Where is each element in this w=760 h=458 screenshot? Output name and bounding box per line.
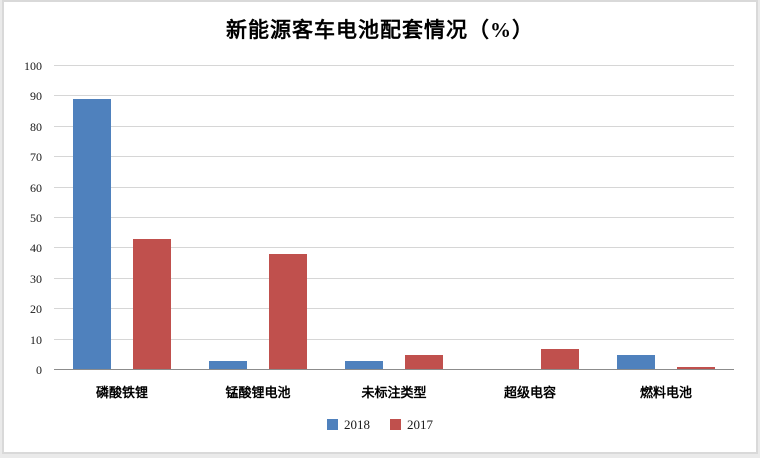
bar-group xyxy=(54,66,190,370)
x-tick-label: 燃料电池 xyxy=(639,385,692,400)
gridline xyxy=(54,186,734,188)
gridline xyxy=(54,95,734,97)
legend-swatch xyxy=(327,419,338,430)
y-tick-label: 50 xyxy=(30,211,42,225)
gridline xyxy=(54,277,734,279)
bar-2017 xyxy=(269,254,307,370)
bar-2017 xyxy=(133,239,171,370)
legend-item: 2018 xyxy=(327,418,370,431)
y-tick-label: 0 xyxy=(36,363,42,377)
y-tick-label: 10 xyxy=(30,332,42,347)
bar-2018 xyxy=(617,354,655,370)
x-axis-line xyxy=(54,369,734,370)
bar-2017 xyxy=(541,348,579,370)
plot-area xyxy=(54,65,734,370)
bars-layer xyxy=(54,66,734,370)
gridline xyxy=(54,156,734,158)
gridline xyxy=(54,247,734,249)
legend-label: 2018 xyxy=(344,417,370,432)
y-tick-label: 40 xyxy=(30,241,42,256)
bar-group xyxy=(326,66,462,370)
legend-item: 2017 xyxy=(390,418,433,431)
y-tick-label: 30 xyxy=(30,271,42,286)
gridline xyxy=(54,338,734,340)
y-axis: 0 10 20 30 40 50 60 70 80 90 100 xyxy=(4,60,46,376)
x-axis: 磷酸铁锂 锰酸锂电池 未标注类型 超级电容 燃料电池 xyxy=(54,382,734,401)
bar-group xyxy=(598,66,734,370)
y-tick-label: 80 xyxy=(30,119,42,134)
x-tick-label: 超级电容 xyxy=(503,385,556,400)
gridline xyxy=(54,308,734,310)
bar-2018 xyxy=(209,360,247,370)
y-tick-label: 60 xyxy=(30,180,42,195)
bar-2017 xyxy=(677,366,715,370)
y-tick-label: 20 xyxy=(30,302,42,317)
y-tick-label: 100 xyxy=(24,59,42,73)
legend: 2018 2017 xyxy=(4,418,756,431)
bar-2017 xyxy=(405,354,443,370)
chart-title: 新能源客车电池配套情况（%） xyxy=(226,18,534,42)
legend-swatch xyxy=(390,419,401,430)
gridline xyxy=(54,125,734,127)
legend-label: 2017 xyxy=(407,417,433,432)
x-tick-label: 未标注类型 xyxy=(361,385,427,400)
gridline xyxy=(54,65,734,66)
bar-2018 xyxy=(345,360,383,370)
bar-2018 xyxy=(73,99,111,370)
bar-group xyxy=(190,66,326,370)
y-tick-label: 70 xyxy=(30,150,42,165)
x-tick-label: 磷酸铁锂 xyxy=(95,385,148,400)
gridline xyxy=(54,217,734,218)
bar-group xyxy=(462,66,598,370)
x-tick-label: 锰酸锂电池 xyxy=(225,385,291,400)
y-tick-label: 90 xyxy=(30,89,42,104)
